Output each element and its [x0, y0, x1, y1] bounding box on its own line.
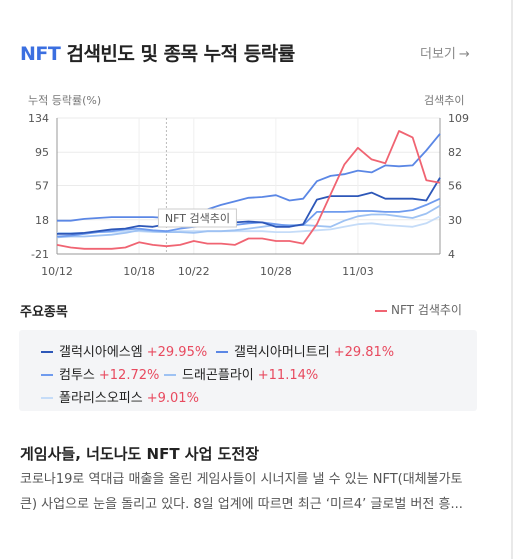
nft-legend-swatch: [375, 309, 387, 312]
y-left-tick-label: 95: [35, 146, 49, 159]
x-tick-label: 10/12: [41, 265, 73, 278]
y-right-tick-label: 82: [448, 146, 462, 159]
stock-swatch: [164, 373, 176, 376]
stock-change: +11.14%: [257, 368, 319, 383]
y-right-tick-label: 109: [448, 112, 469, 125]
hover-tooltip-label: NFT 검색추이: [165, 212, 230, 225]
x-tick-label: 10/22: [178, 265, 210, 278]
stock-change: +9.01%: [146, 391, 199, 406]
more-link[interactable]: 더보기 →: [420, 43, 470, 62]
stock-legend-box: 갤럭시아에스엠 +29.95% 갤럭시아머니트리 +29.81% 컴투스 +12.72…: [19, 330, 477, 411]
stock-item[interactable]: 폴라리스오피스 +9.01%: [41, 387, 199, 406]
series-line: [57, 215, 441, 234]
stock-item[interactable]: 컴투스 +12.72%: [41, 364, 159, 383]
y-right-tick-label: 56: [448, 180, 462, 193]
stock-name: 갤럭시아머니트리: [234, 345, 330, 360]
widget-title: NFT 검색빈도 및 종목 누적 등락률: [20, 39, 295, 66]
series-line: [56, 197, 441, 238]
section-label: 주요종목: [20, 305, 68, 320]
stock-swatch: [41, 373, 53, 376]
stock-item[interactable]: 갤럭시아머니트리 +29.81%: [216, 341, 394, 360]
stock-item[interactable]: 갤럭시아에스엠 +29.95%: [41, 341, 207, 360]
nft-legend: NFT 검색추이: [375, 301, 462, 318]
more-label: 더보기: [420, 47, 456, 62]
chart: 134 109 95 82 57 56 18 30 -21 4 10/12 10/18 10/22 10/…: [28, 112, 469, 278]
right-axis-label: 검색추이: [424, 94, 465, 107]
y-left-tick-label: 134: [28, 112, 49, 125]
stock-name: 컴투스: [59, 368, 95, 383]
stock-swatch: [41, 350, 53, 353]
y-left-tick-label: 18: [35, 214, 49, 227]
news-headline[interactable]: 게임사들, 너도나도 NFT 사업 도전장: [20, 445, 260, 463]
stock-swatch: [216, 350, 228, 353]
news-summary[interactable]: 코로나19로 역대급 매출을 올린 게임사들이 시너지를 낼 수 있는 NFT(…: [20, 472, 463, 512]
x-tick-label: 10/28: [260, 265, 292, 278]
title-text: 검색빈도 및 종목 누적 등락률: [66, 43, 295, 65]
title-accent: NFT: [20, 43, 61, 65]
stock-name: 폴라리스오피스: [59, 391, 143, 406]
y-right-tick-label: 4: [448, 248, 455, 261]
left-axis-label: 누적 등락률(%): [28, 94, 102, 107]
card-edge: [511, 0, 513, 559]
stock-item[interactable]: 드래곤플라이 +11.14%: [164, 364, 318, 383]
series-line: [57, 177, 441, 235]
arrow-right-icon: →: [458, 47, 470, 62]
stock-name: 갤럭시아에스엠: [59, 345, 143, 360]
hover-tooltip: [157, 208, 237, 228]
x-tick-label: 10/18: [123, 265, 155, 278]
stock-change: +29.81%: [333, 345, 395, 360]
x-tick-label: 11/03: [342, 265, 374, 278]
y-left-tick-label: -21: [31, 248, 49, 261]
series-line: [56, 130, 441, 250]
stock-change: +29.95%: [146, 345, 208, 360]
stock-change: +12.72%: [98, 368, 160, 383]
y-left-tick-label: 57: [35, 180, 49, 193]
y-right-tick-label: 30: [448, 214, 462, 227]
nft-legend-label: NFT 검색추이: [391, 303, 462, 317]
series-line: [57, 133, 441, 222]
stock-name: 드래곤플라이: [182, 368, 254, 383]
stock-swatch: [41, 396, 53, 399]
series-line: [56, 204, 441, 239]
